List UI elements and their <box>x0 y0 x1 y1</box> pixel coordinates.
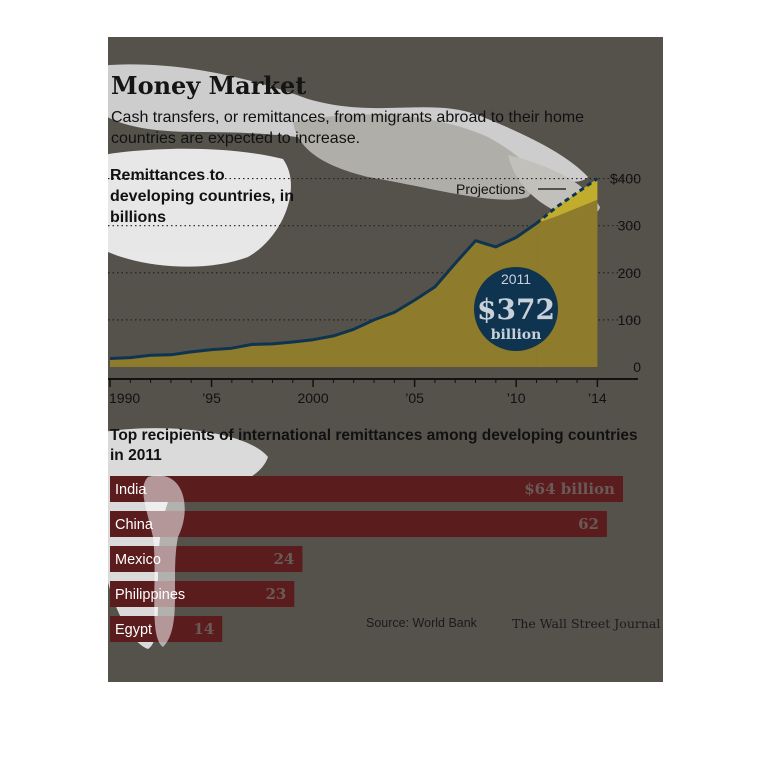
haze-overlay-front <box>143 475 185 647</box>
x-tick-label: 2000 <box>297 390 328 406</box>
area-fill-actual <box>110 223 537 367</box>
bar-value-label: 14 <box>193 620 214 638</box>
bar-value-label: 23 <box>265 585 286 603</box>
projection-annotation: Projections <box>456 181 566 197</box>
y-tick-label: $400 <box>610 171 641 187</box>
highlight-circle <box>474 267 558 351</box>
credit-note: The Wall Street Journal <box>512 616 661 631</box>
x-tick-label: ’95 <box>202 390 221 406</box>
y-tick-label: 300 <box>618 218 642 234</box>
bar-value-label: 62 <box>578 515 599 533</box>
bar-category-label: India <box>115 482 147 498</box>
chart-canvas: 1990 ’95 2000 ’05 ’10 ’14 0 100 200 300 $400 Proj… <box>108 64 641 649</box>
x-tick-label: ’14 <box>588 390 607 406</box>
bar-chart-title: Top recipients of international remittan… <box>110 427 638 464</box>
bar-value-label: $64 billion <box>524 480 615 498</box>
bar <box>110 511 607 537</box>
highlight-2011: 2011 $372 billion <box>474 267 558 351</box>
series-line-projected <box>535 177 599 225</box>
y-axis: 0 100 200 300 $400 <box>610 171 641 375</box>
y-tick-label: 0 <box>633 359 641 375</box>
y-tick-label: 100 <box>618 312 642 328</box>
bar <box>110 476 623 502</box>
area-chart-title: Remittances to developing countries, in … <box>110 167 295 226</box>
infographic-panel: 1990 ’95 2000 ’05 ’10 ’14 0 100 200 300 $400 Proj… <box>108 37 663 682</box>
bar <box>110 581 295 607</box>
page-title: Money Market <box>111 71 307 100</box>
x-axis: 1990 ’95 2000 ’05 ’10 ’14 <box>108 378 638 406</box>
bar-category-label: China <box>115 517 154 533</box>
bar-category-label: Egypt <box>115 622 152 638</box>
page-subtitle: Cash transfers, or remittances, from mig… <box>111 109 585 147</box>
bar <box>110 546 303 572</box>
highlight-unit: billion <box>491 327 542 343</box>
x-tick-label: 1990 <box>109 390 140 406</box>
bar-category-label: Mexico <box>115 552 161 568</box>
highlight-value: $372 <box>477 293 555 326</box>
projections-label: Projections <box>456 181 525 197</box>
bar-value-label: 24 <box>273 550 294 568</box>
highlight-year: 2011 <box>501 271 531 287</box>
series-line-actual <box>109 222 538 360</box>
x-tick-label: ’10 <box>507 390 526 406</box>
x-tick-label: ’05 <box>405 390 424 406</box>
source-note: Source: World Bank <box>366 616 477 630</box>
y-tick-label: 200 <box>618 265 642 281</box>
